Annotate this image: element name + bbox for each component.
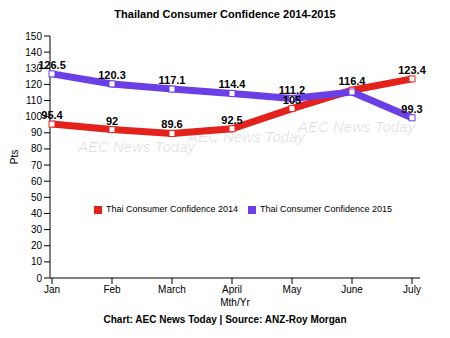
svg-text:0: 0 <box>36 273 42 284</box>
svg-text:50: 50 <box>31 192 43 203</box>
svg-text:130: 130 <box>25 62 42 74</box>
svg-text:92: 92 <box>106 115 118 127</box>
svg-text:95.4: 95.4 <box>41 109 63 121</box>
svg-text:70: 70 <box>31 160 43 171</box>
svg-text:60: 60 <box>31 176 43 187</box>
html-text:AEC News Today: AEC News Today <box>298 118 415 135</box>
svg-text:May: May <box>283 284 302 295</box>
svg-text:April: April <box>222 284 242 295</box>
svg-text:Jan: Jan <box>44 284 60 295</box>
html-text:Thai Consumer Confidence 2014: Thai Consumer Confidence 2014 <box>105 204 238 214</box>
svg-text:120: 120 <box>25 79 42 90</box>
svg-text:10: 10 <box>31 256 43 267</box>
svg-text:40: 40 <box>31 208 43 219</box>
svg-text:116.4: 116.4 <box>339 75 367 87</box>
svg-text:140: 140 <box>25 47 42 58</box>
svg-text:89.6: 89.6 <box>161 118 182 130</box>
html-text:Thai Consumer Confidence 2015: Thai Consumer Confidence 2015 <box>260 204 393 214</box>
svg-text:114.4: 114.4 <box>219 78 247 90</box>
html-text:Chart: AEC News Today | Source: Chart: AEC News Today | Source: ANZ-Roy … <box>103 314 347 325</box>
svg-text:90: 90 <box>31 127 43 138</box>
svg-text:110: 110 <box>26 95 42 106</box>
svg-text:Feb: Feb <box>103 284 121 295</box>
svg-text:120.3: 120.3 <box>98 69 126 81</box>
svg-text:117.1: 117.1 <box>159 74 186 86</box>
svg-text:99.3: 99.3 <box>401 103 422 115</box>
svg-text:123.4: 123.4 <box>398 64 426 76</box>
html-text:Thailand Consumer Confidence 2: Thailand Consumer Confidence 2014-2015 <box>114 8 336 20</box>
html-text:AEC News Today: AEC News Today <box>188 128 305 145</box>
svg-text:92.5: 92.5 <box>221 114 242 126</box>
svg-text:Pts: Pts <box>9 150 20 164</box>
svg-text:80: 80 <box>31 143 43 154</box>
svg-text:150: 150 <box>25 31 42 42</box>
html-text:AEC News Today: AEC News Today <box>78 138 195 155</box>
svg-text:105: 105 <box>282 93 302 106</box>
svg-text:126.5: 126.5 <box>38 59 66 71</box>
svg-text:Mth/Yr: Mth/Yr <box>220 297 250 308</box>
svg-text:June: June <box>341 284 363 295</box>
svg-text:July: July <box>403 284 421 295</box>
svg-text:111.2: 111.2 <box>279 84 305 96</box>
svg-text:100: 100 <box>25 111 42 122</box>
svg-text:30: 30 <box>31 224 43 235</box>
svg-text:March: March <box>158 284 186 295</box>
svg-text:20: 20 <box>31 240 43 251</box>
